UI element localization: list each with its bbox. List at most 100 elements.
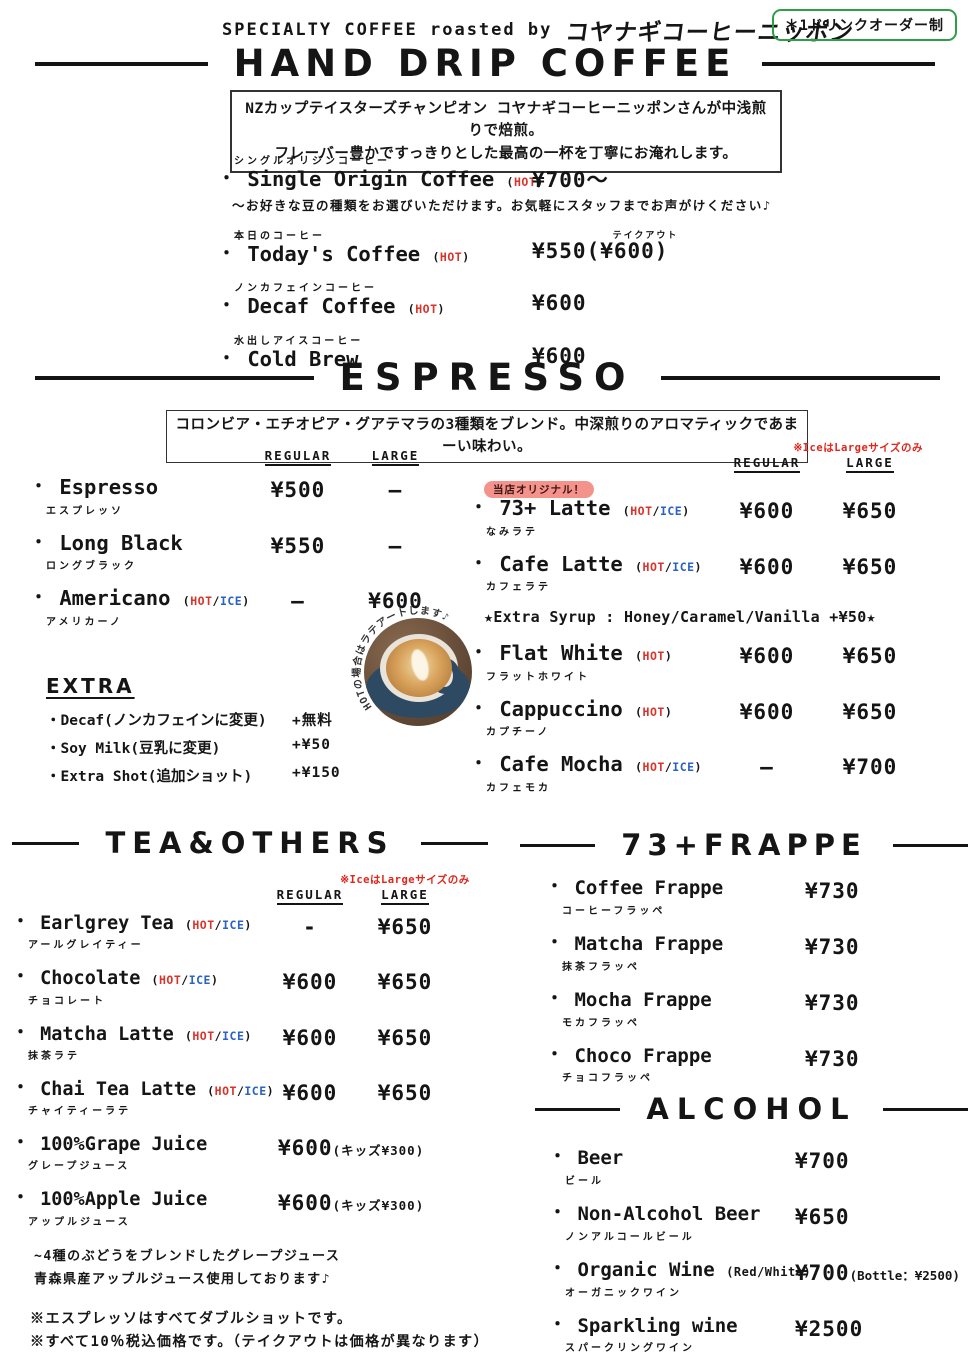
item-furigana: オーガニックワイン [565,1287,682,1299]
section-title-text: ESPRESSO [339,356,636,399]
large-column-header: LARGE [381,887,429,905]
divider-line [12,841,80,845]
price-value: ¥650 [795,1204,850,1229]
item-name-line: Today's Coffee (HOT) [218,241,532,267]
divider-line [420,841,488,845]
item-furigana: シングルオリジンコーヒー [234,156,390,167]
item-name-block: Americano (HOT/ICE) アメリカーノ [30,586,249,628]
item-name: Single Origin Coffee [247,167,495,191]
price-regular: ¥600 [282,970,338,995]
item-furigana: コーヒーフラッペ [562,905,666,917]
item-name: Decaf Coffee [247,294,396,319]
price-value: ¥600 [278,1136,333,1161]
item-furigana: カフェラテ [486,582,551,594]
item-temperature-tag: (HOT) [506,175,544,189]
section-title-espresso: ESPRESSO [35,356,940,399]
item-furigana: 本日のコーヒー [234,230,325,242]
takeout-label: テイクアウト [612,230,679,241]
item-name-block: Mocha Frappe モカフラッペ [520,988,805,1029]
price-column-headers: REGULAR LARGE [12,887,488,905]
item-price: ¥2500 [795,1316,968,1341]
price-regular: ¥550 [270,533,326,558]
item-name-line: Earlgrey Tea (HOT/ICE) [12,913,260,934]
item-name: Sparkling wine [577,1314,738,1337]
item-name-block: Matcha Frappe 抹茶フラッペ [520,933,805,973]
frappe-items: Coffee Frappe コーヒーフラッペ ¥730 Matcha Frapp… [520,877,968,1084]
item-name: Mocha Frappe [574,988,712,1011]
item-temperature-tag: (HOT) [432,249,470,264]
hot-tag: HOT [513,175,537,189]
price-value: ¥2500 [795,1316,864,1341]
roasted-by-text: SPECIALTY COFFEE roasted by [222,20,553,40]
menu-item-row: Cafe Latte (HOT/ICE) カフェラテ ¥600 ¥650 [470,551,968,594]
ice-large-only-note: ※IceはLargeサイズのみ [340,874,470,886]
price-value: ¥730 [805,1046,860,1071]
hot-tag: HOT [642,649,665,664]
menu-item-row: Chai Tea Latte (HOT/ICE) チャイティーラテ ¥600 ¥… [12,1079,488,1117]
divider-line [520,843,596,847]
menu-item-row: Long Black ロングブラック ¥550 — [30,531,458,572]
espresso-description-box: コロンビア・エチオピア・グアテマラの3種類をブレンド。中深煎りのアロマティックで… [166,410,808,463]
item-name-block: Matcha Latte (HOT/ICE) 抹茶ラテ [12,1024,260,1062]
item-name-line: Coffee Frappe [546,877,805,900]
item-price: ¥730 [805,878,968,903]
divider-line [535,1107,621,1111]
price-suffix: (Bottle：¥2500) [849,1267,960,1283]
menu-item-row: 水出しアイスコーヒー Cold Brew ¥600 [218,332,858,372]
price-large: — [388,533,403,558]
item-furigana: アメリカーノ [46,616,123,628]
price-large: ¥700 [842,755,898,780]
item-name-line: Cafe Latte (HOT/ICE) [470,551,717,577]
item-temperature-tag: (HOT) [635,649,673,664]
item-name-block: Long Black ロングブラック [30,531,248,572]
extra-items: Decaf(ノンカフェインに変更) +無料 Soy Milk(豆乳に変更) +¥… [46,709,362,786]
section-title-text: ALCOHOL [646,1092,857,1126]
price-value: ¥600 [532,343,587,368]
price-large: ¥650 [842,499,898,523]
section-title-alcohol: ALCOHOL [535,1092,968,1126]
price-value: ¥730 [805,934,860,959]
tea-items: Earlgrey Tea (HOT/ICE) アールグレイティー - ¥650 … [12,913,488,1228]
menu-item-row: 本日のコーヒー Today's Coffee (HOT) テイクアウト ¥550… [218,227,858,267]
menu-item-row: 100%Apple Juice アップルジュース ¥600(キッズ¥300) [12,1189,488,1227]
item-name-block: 水出しアイスコーヒー Cold Brew [218,332,532,372]
coffee-cup-image [364,618,472,726]
alcohol-items: Beer ビール ¥700 Non-Alcohol Beer ノンアルコールビー… [535,1147,968,1354]
item-name-block: Earlgrey Tea (HOT/ICE) アールグレイティー [12,913,260,951]
item-name-block: Organic Wine (Red/White) オーガニックワイン [535,1259,811,1299]
item-name: Cafe Mocha [499,752,623,777]
menu-item-row: シングルオリジンコーヒー Single Origin Coffee (HOT) … [218,152,858,214]
item-furigana: チョコレート [28,995,106,1007]
item-name-block: 本日のコーヒー Today's Coffee (HOT) [218,227,532,267]
item-price: ¥700～ [532,152,858,214]
item-furigana: 抹茶フラッペ [562,961,640,973]
ice-tag: ICE [659,504,683,518]
price-value: ¥700 [795,1149,850,1173]
item-name-line: Organic Wine (Red/White) [549,1259,810,1282]
item-name-line: Espresso [30,475,248,500]
price-value: ¥700 [795,1260,850,1285]
extra-option-price: +¥150 [292,765,341,781]
item-temperature-tag: (HOT/ICE) [151,973,219,988]
item-note: ～お好きな豆の種類をお選びいただけます。お気軽にスタッフまでお声がけください♪ [232,197,772,213]
juice-note-line: ~4種のぶどうをブレンドしたグレープジュース [34,1248,341,1264]
menu-item-row: Cappuccino (HOT) カプチーノ ¥600 ¥650 [470,697,968,738]
item-name: Cafe Latte [499,551,623,576]
description-line: フレーバー豊かですっきりとした最高の一杯を丁寧にお淹れします。 [274,145,738,162]
menu-item-row: Mocha Frappe モカフラッペ ¥730 [520,988,968,1029]
item-name-line: Beer [549,1147,795,1170]
menu-item-row: 当店オリジナル！ 73+ Latte (HOT/ICE) なみラテ ¥600 ¥… [470,481,968,538]
item-name-block: Flat White (HOT) フラットホワイト [470,641,717,682]
original-badge: 当店オリジナル！ [484,481,594,498]
item-name-line: Matcha Latte (HOT/ICE) [12,1024,260,1045]
section-title-tea-others: TEA&OTHERS [12,826,488,860]
item-price: ¥700(Bottle：¥2500) [795,1260,968,1285]
footer-notes: ※エスプレッソはすべてダブルショットです。 ※すべて10％税込価格です。（テイク… [30,1308,489,1354]
item-furigana: アールグレイティー [28,940,144,952]
extra-option-label: Extra Shot(追加ショット) [46,765,292,786]
item-name: Today's Coffee [247,241,421,266]
price-large: ¥650 [842,699,898,724]
item-temperature-tag: (HOT) [407,302,445,317]
extra-option-row: Soy Milk(豆乳に変更) +¥50 [46,737,362,758]
item-price: ¥730 [805,1046,968,1071]
